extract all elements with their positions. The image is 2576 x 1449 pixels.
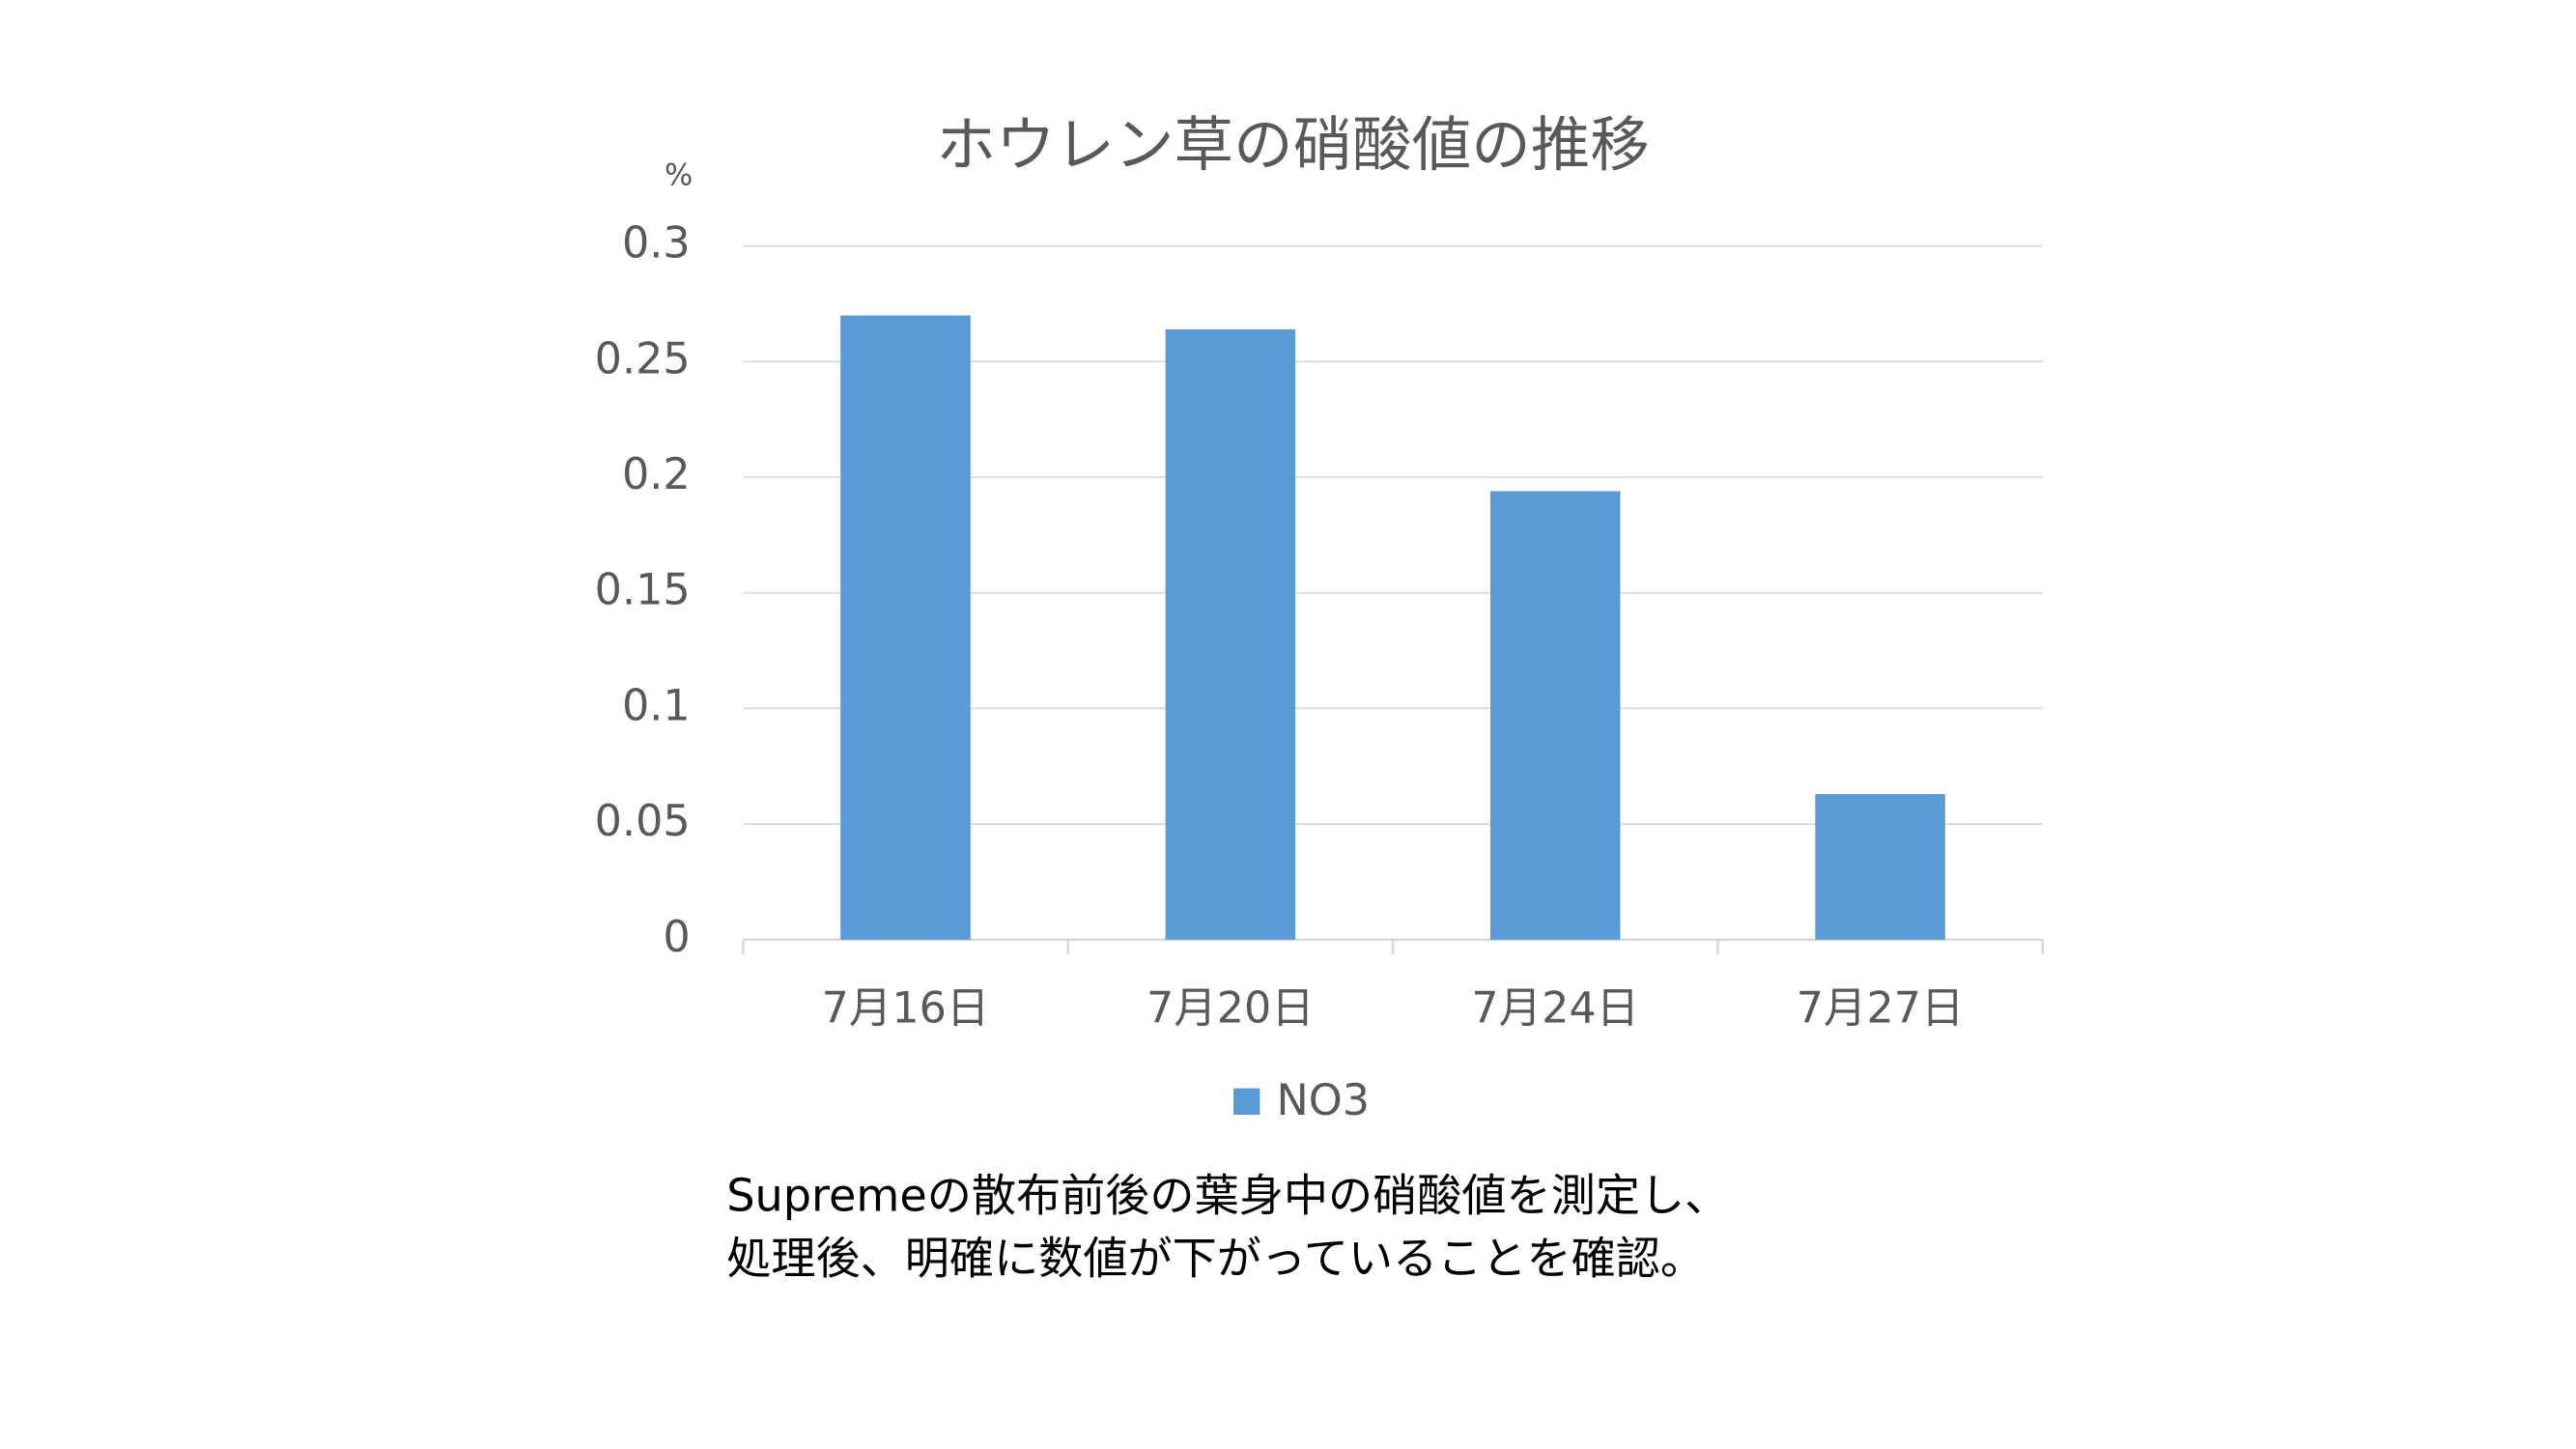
x-tick-label: 7月24日 (1471, 983, 1639, 1033)
bar (1489, 491, 1621, 940)
y-tick-label: 0.3 (622, 219, 691, 269)
legend-swatch (1233, 1088, 1260, 1115)
y-tick-label: 0 (663, 913, 690, 962)
bar (1165, 328, 1296, 940)
y-tick-label: 0.15 (595, 566, 691, 615)
caption-line: 処理後、明確に数値が下がっていることを確認。 (726, 1233, 1705, 1285)
bar (1815, 793, 1945, 940)
y-tick-label: 0.05 (595, 797, 691, 846)
x-tick-label: 7月20日 (1146, 983, 1315, 1033)
y-tick-label: 0.25 (595, 334, 691, 384)
y-tick-label: 0.2 (622, 450, 691, 499)
bar (840, 315, 971, 940)
caption-line: Supremeの散布前後の葉身中の硝酸値を測定し、 (726, 1170, 1729, 1222)
chart-title: ホウレン草の硝酸値の推移 (936, 110, 1649, 180)
y-axis-label: % (665, 157, 693, 192)
x-tick-label: 7月16日 (822, 983, 990, 1033)
legend-label: NO3 (1277, 1076, 1371, 1125)
y-tick-label: 0.1 (622, 681, 691, 730)
x-tick-label: 7月27日 (1797, 983, 1965, 1033)
